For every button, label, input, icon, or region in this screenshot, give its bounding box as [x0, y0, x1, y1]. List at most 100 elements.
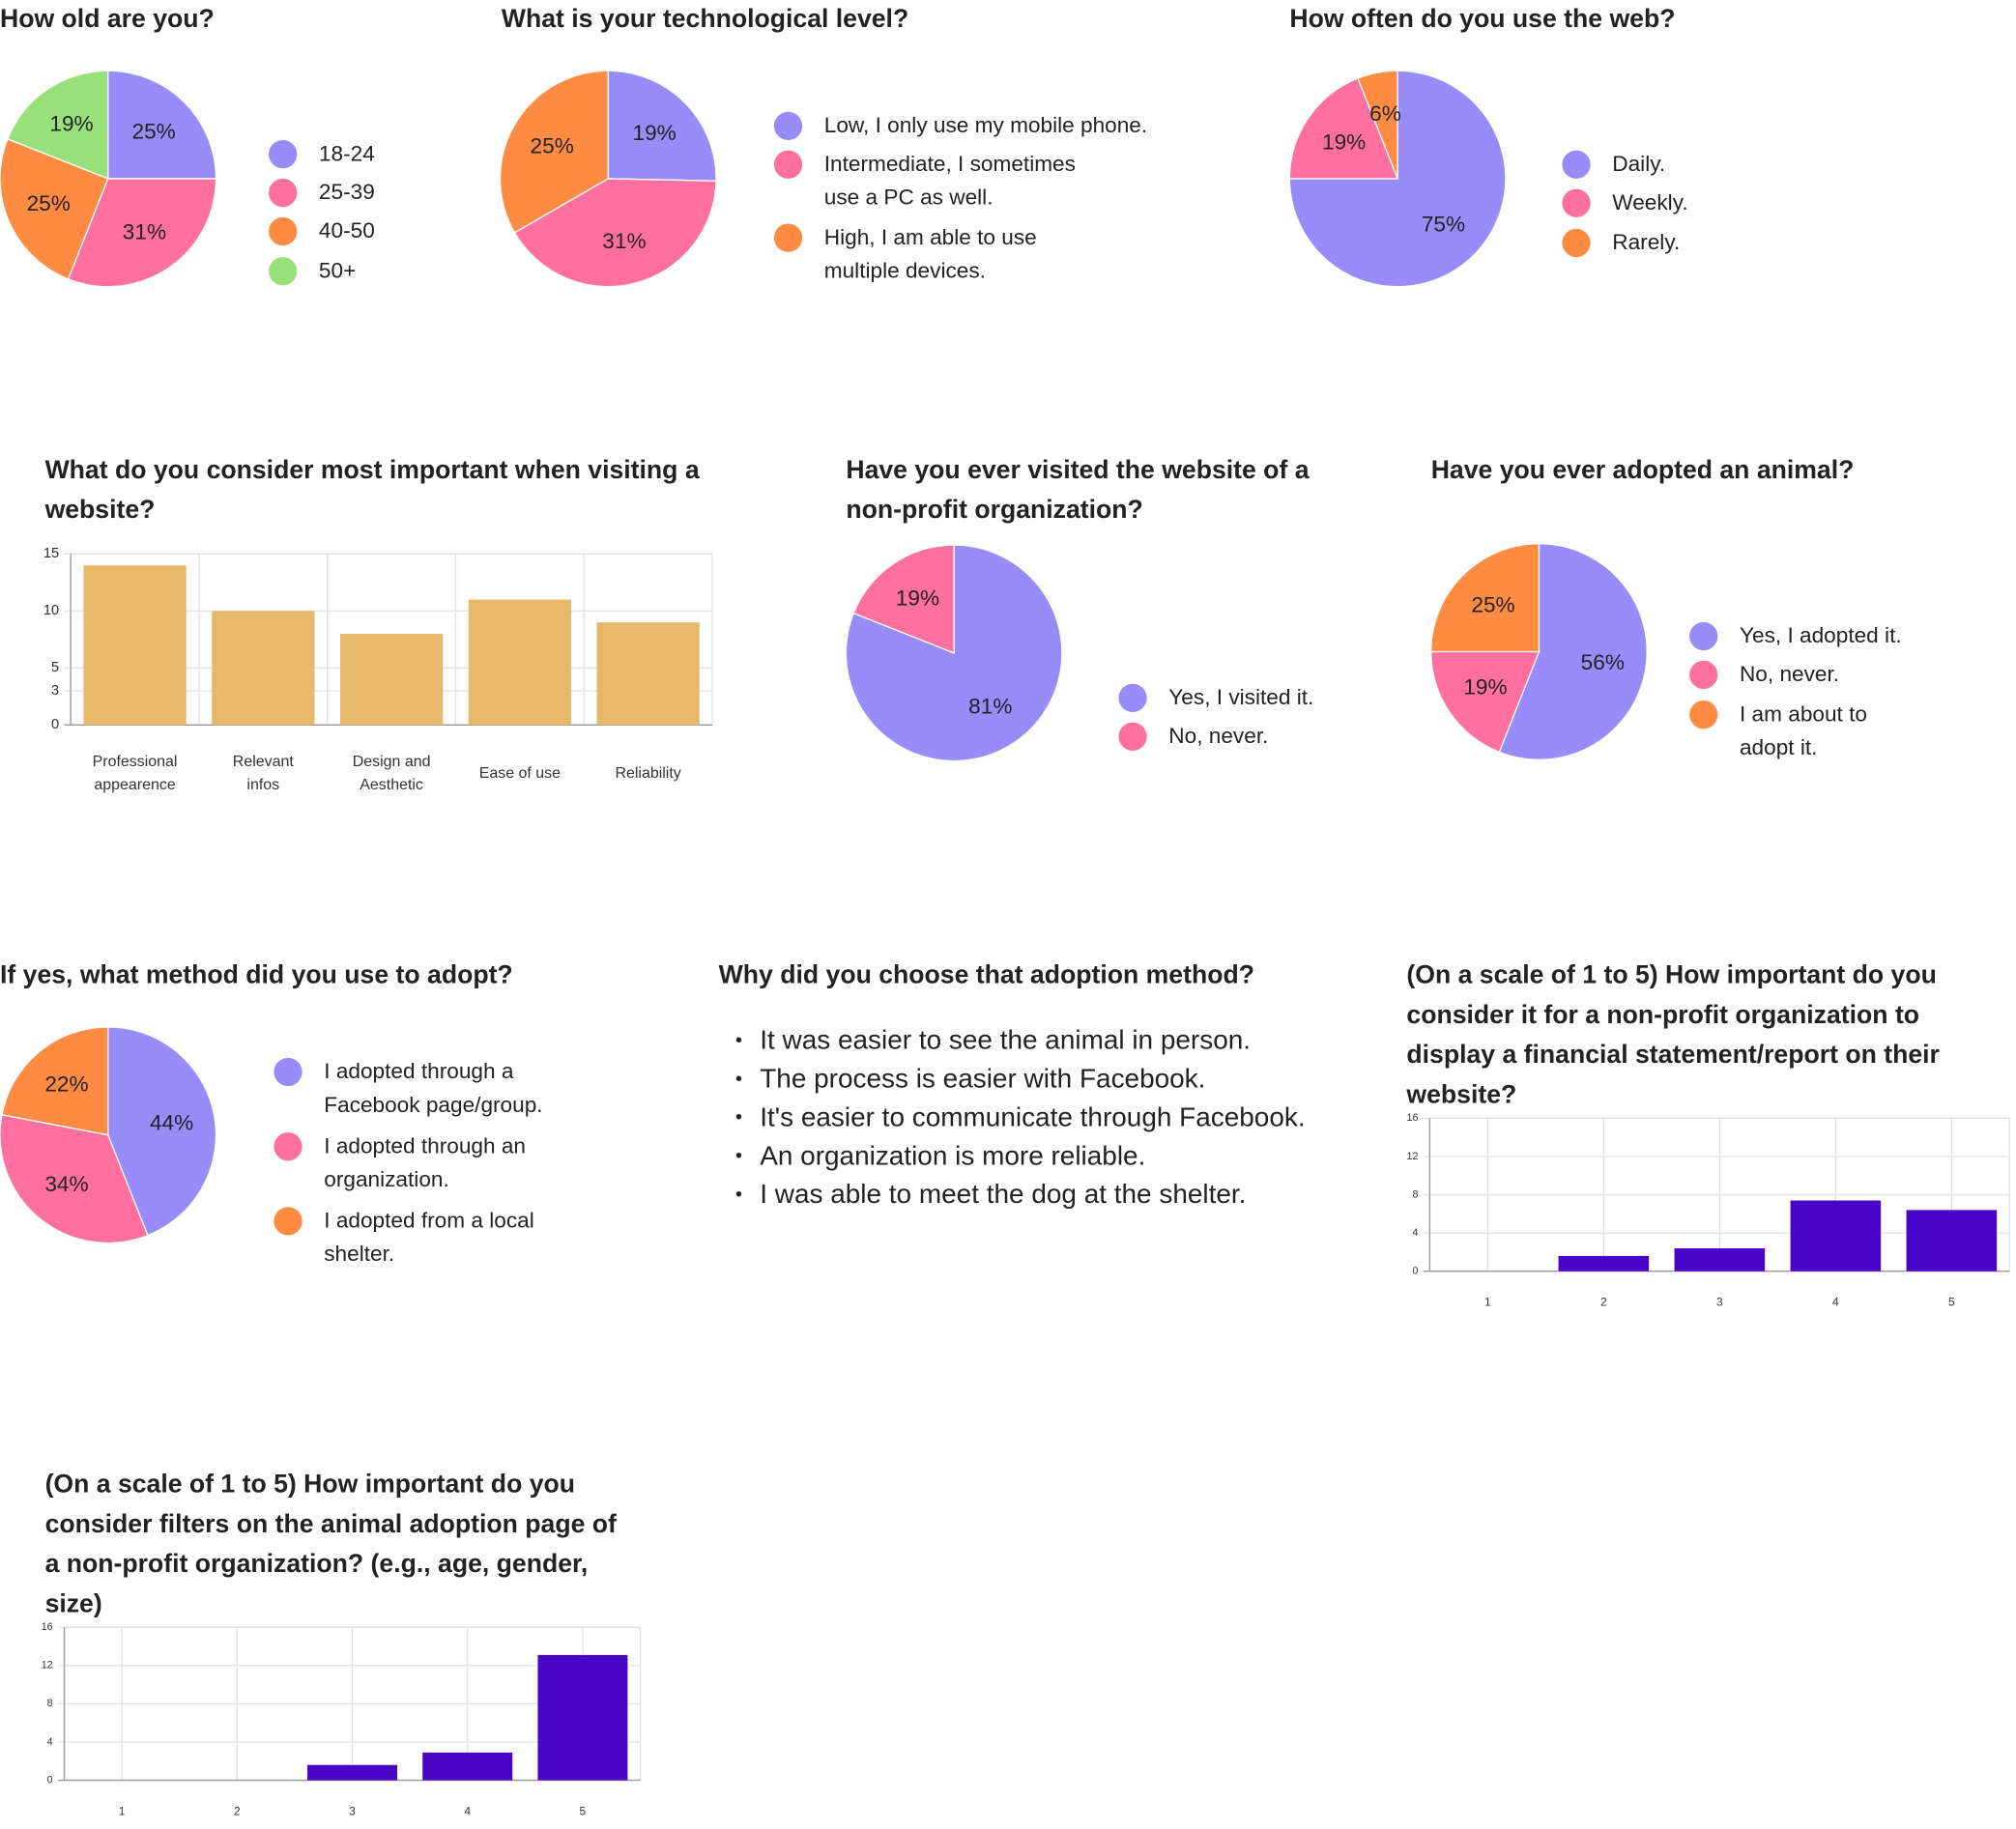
legend-label: 25-39	[318, 180, 375, 205]
y-tick-label: 16	[42, 1621, 53, 1633]
y-tick-label: 12	[42, 1660, 53, 1672]
legend-swatch	[274, 1057, 302, 1087]
x-tick-label: 2	[1600, 1295, 1607, 1308]
bar	[422, 1752, 513, 1781]
pie-slice	[1, 1026, 109, 1136]
legend-swatch	[1118, 722, 1147, 751]
value-label: 19%	[1463, 674, 1508, 700]
pie-slice	[1498, 543, 1648, 760]
chart-title: (On a scale of 1 to 5) How important do …	[44, 1470, 617, 1618]
legend-label: No, never.	[1739, 662, 1840, 687]
value-label: 25%	[131, 120, 176, 145]
value-label: 19%	[895, 586, 940, 612]
legend-label: I adopted through an organization.	[324, 1133, 527, 1192]
x-tick-label: Professional appearence	[92, 752, 178, 793]
pie-slice	[107, 1026, 217, 1237]
y-tick-label: 5	[51, 660, 59, 675]
x-tick-label: Relevant infos	[232, 752, 294, 793]
value-label: 22%	[44, 1072, 89, 1098]
legend-label: I am about to adopt it.	[1739, 701, 1867, 760]
y-tick-label: 10	[43, 603, 59, 618]
x-tick-label: Ease of use	[478, 763, 562, 782]
x-tick-label: 2	[233, 1804, 241, 1817]
legend-swatch	[269, 257, 298, 286]
bar	[339, 633, 444, 726]
bar	[1906, 1210, 1998, 1272]
y-tick-label: 15	[43, 546, 59, 561]
legend-swatch	[773, 150, 803, 179]
y-tick-label: 0	[1412, 1266, 1418, 1277]
legend-label: I adopted through a Facebook page/group.	[324, 1059, 543, 1118]
chart-title: (On a scale of 1 to 5) How important do …	[1406, 961, 1940, 1110]
pie-slice	[67, 178, 217, 288]
legend-swatch	[1689, 700, 1718, 729]
y-tick-label: 16	[1407, 1112, 1419, 1124]
value-label: 25%	[26, 191, 71, 216]
legend-label: Daily.	[1612, 151, 1666, 177]
x-tick-label: 1	[118, 1804, 126, 1817]
value-label: 75%	[1421, 212, 1466, 237]
legend-swatch	[1562, 150, 1591, 179]
pie-slice	[0, 137, 109, 280]
value-label: 31%	[122, 219, 167, 244]
value-label: 19%	[49, 112, 94, 137]
bar	[596, 622, 700, 726]
value-label: 81%	[968, 693, 1013, 719]
x-tick-label: 3	[1716, 1295, 1723, 1308]
bar	[468, 599, 571, 726]
bar	[537, 1654, 628, 1781]
value-label: 31%	[602, 228, 647, 253]
legend-swatch	[274, 1132, 302, 1161]
pie-slice	[107, 70, 217, 180]
chart-title: What is your technological level?	[501, 5, 909, 34]
bar	[212, 611, 315, 726]
legend-swatch	[1689, 660, 1718, 690]
legend-label: I adopted from a local shelter.	[324, 1208, 534, 1267]
value-label: 25%	[1471, 592, 1515, 618]
x-tick-label: 4	[464, 1804, 472, 1817]
value-label: 56%	[1580, 650, 1625, 676]
legend-swatch	[773, 111, 803, 141]
y-tick-label: 3	[51, 683, 59, 699]
value-label: 19%	[632, 120, 677, 145]
legend-label: 50+	[318, 258, 357, 283]
reason-item: It's easier to communicate through Faceb…	[735, 1099, 1312, 1137]
value-label: 19%	[1322, 129, 1367, 155]
y-tick-label: 4	[47, 1736, 53, 1748]
bar	[1790, 1200, 1882, 1272]
chart-title: How often do you use the web?	[1289, 5, 1676, 34]
value-label: 44%	[149, 1109, 194, 1135]
legend-swatch	[1689, 621, 1718, 651]
pie-slice	[1430, 650, 1541, 754]
legend-label: Low, I only use my mobile phone.	[823, 113, 1148, 138]
reason-item: I was able to meet the dog at the shelte…	[735, 1176, 1312, 1215]
legend-label: Yes, I adopted it.	[1739, 623, 1902, 648]
x-tick-label: 3	[349, 1804, 356, 1817]
pie-slice	[852, 544, 955, 654]
legend-swatch	[1118, 683, 1147, 713]
y-tick-label: 0	[47, 1774, 53, 1786]
legend-label: No, never.	[1168, 723, 1269, 749]
y-tick-label: 8	[1412, 1188, 1418, 1200]
value-label: 6%	[1369, 101, 1401, 128]
x-tick-label: 5	[1947, 1295, 1955, 1308]
pie-slice	[1430, 543, 1541, 653]
legend-label: 40-50	[318, 218, 375, 243]
x-tick-label: 4	[1831, 1295, 1839, 1308]
legend-swatch	[274, 1207, 302, 1236]
legend-label: High, I am able to use multiple devices.	[823, 224, 1037, 283]
pie-slice	[513, 178, 717, 288]
y-tick-label: 4	[1412, 1227, 1418, 1239]
x-tick-label: 1	[1484, 1295, 1491, 1308]
legend-swatch	[269, 216, 298, 246]
chart-title: What do you consider most important when…	[44, 456, 700, 525]
chart-title: Have you ever visited the website of a n…	[846, 456, 1310, 525]
legend-label: Weekly.	[1612, 189, 1688, 215]
pie-slice	[6, 70, 109, 180]
reason-item: It was easier to see the animal in perso…	[735, 1022, 1312, 1061]
chart-title: How old are you?	[0, 5, 215, 34]
pie-slice	[607, 70, 717, 182]
value-label: 25%	[530, 133, 574, 158]
